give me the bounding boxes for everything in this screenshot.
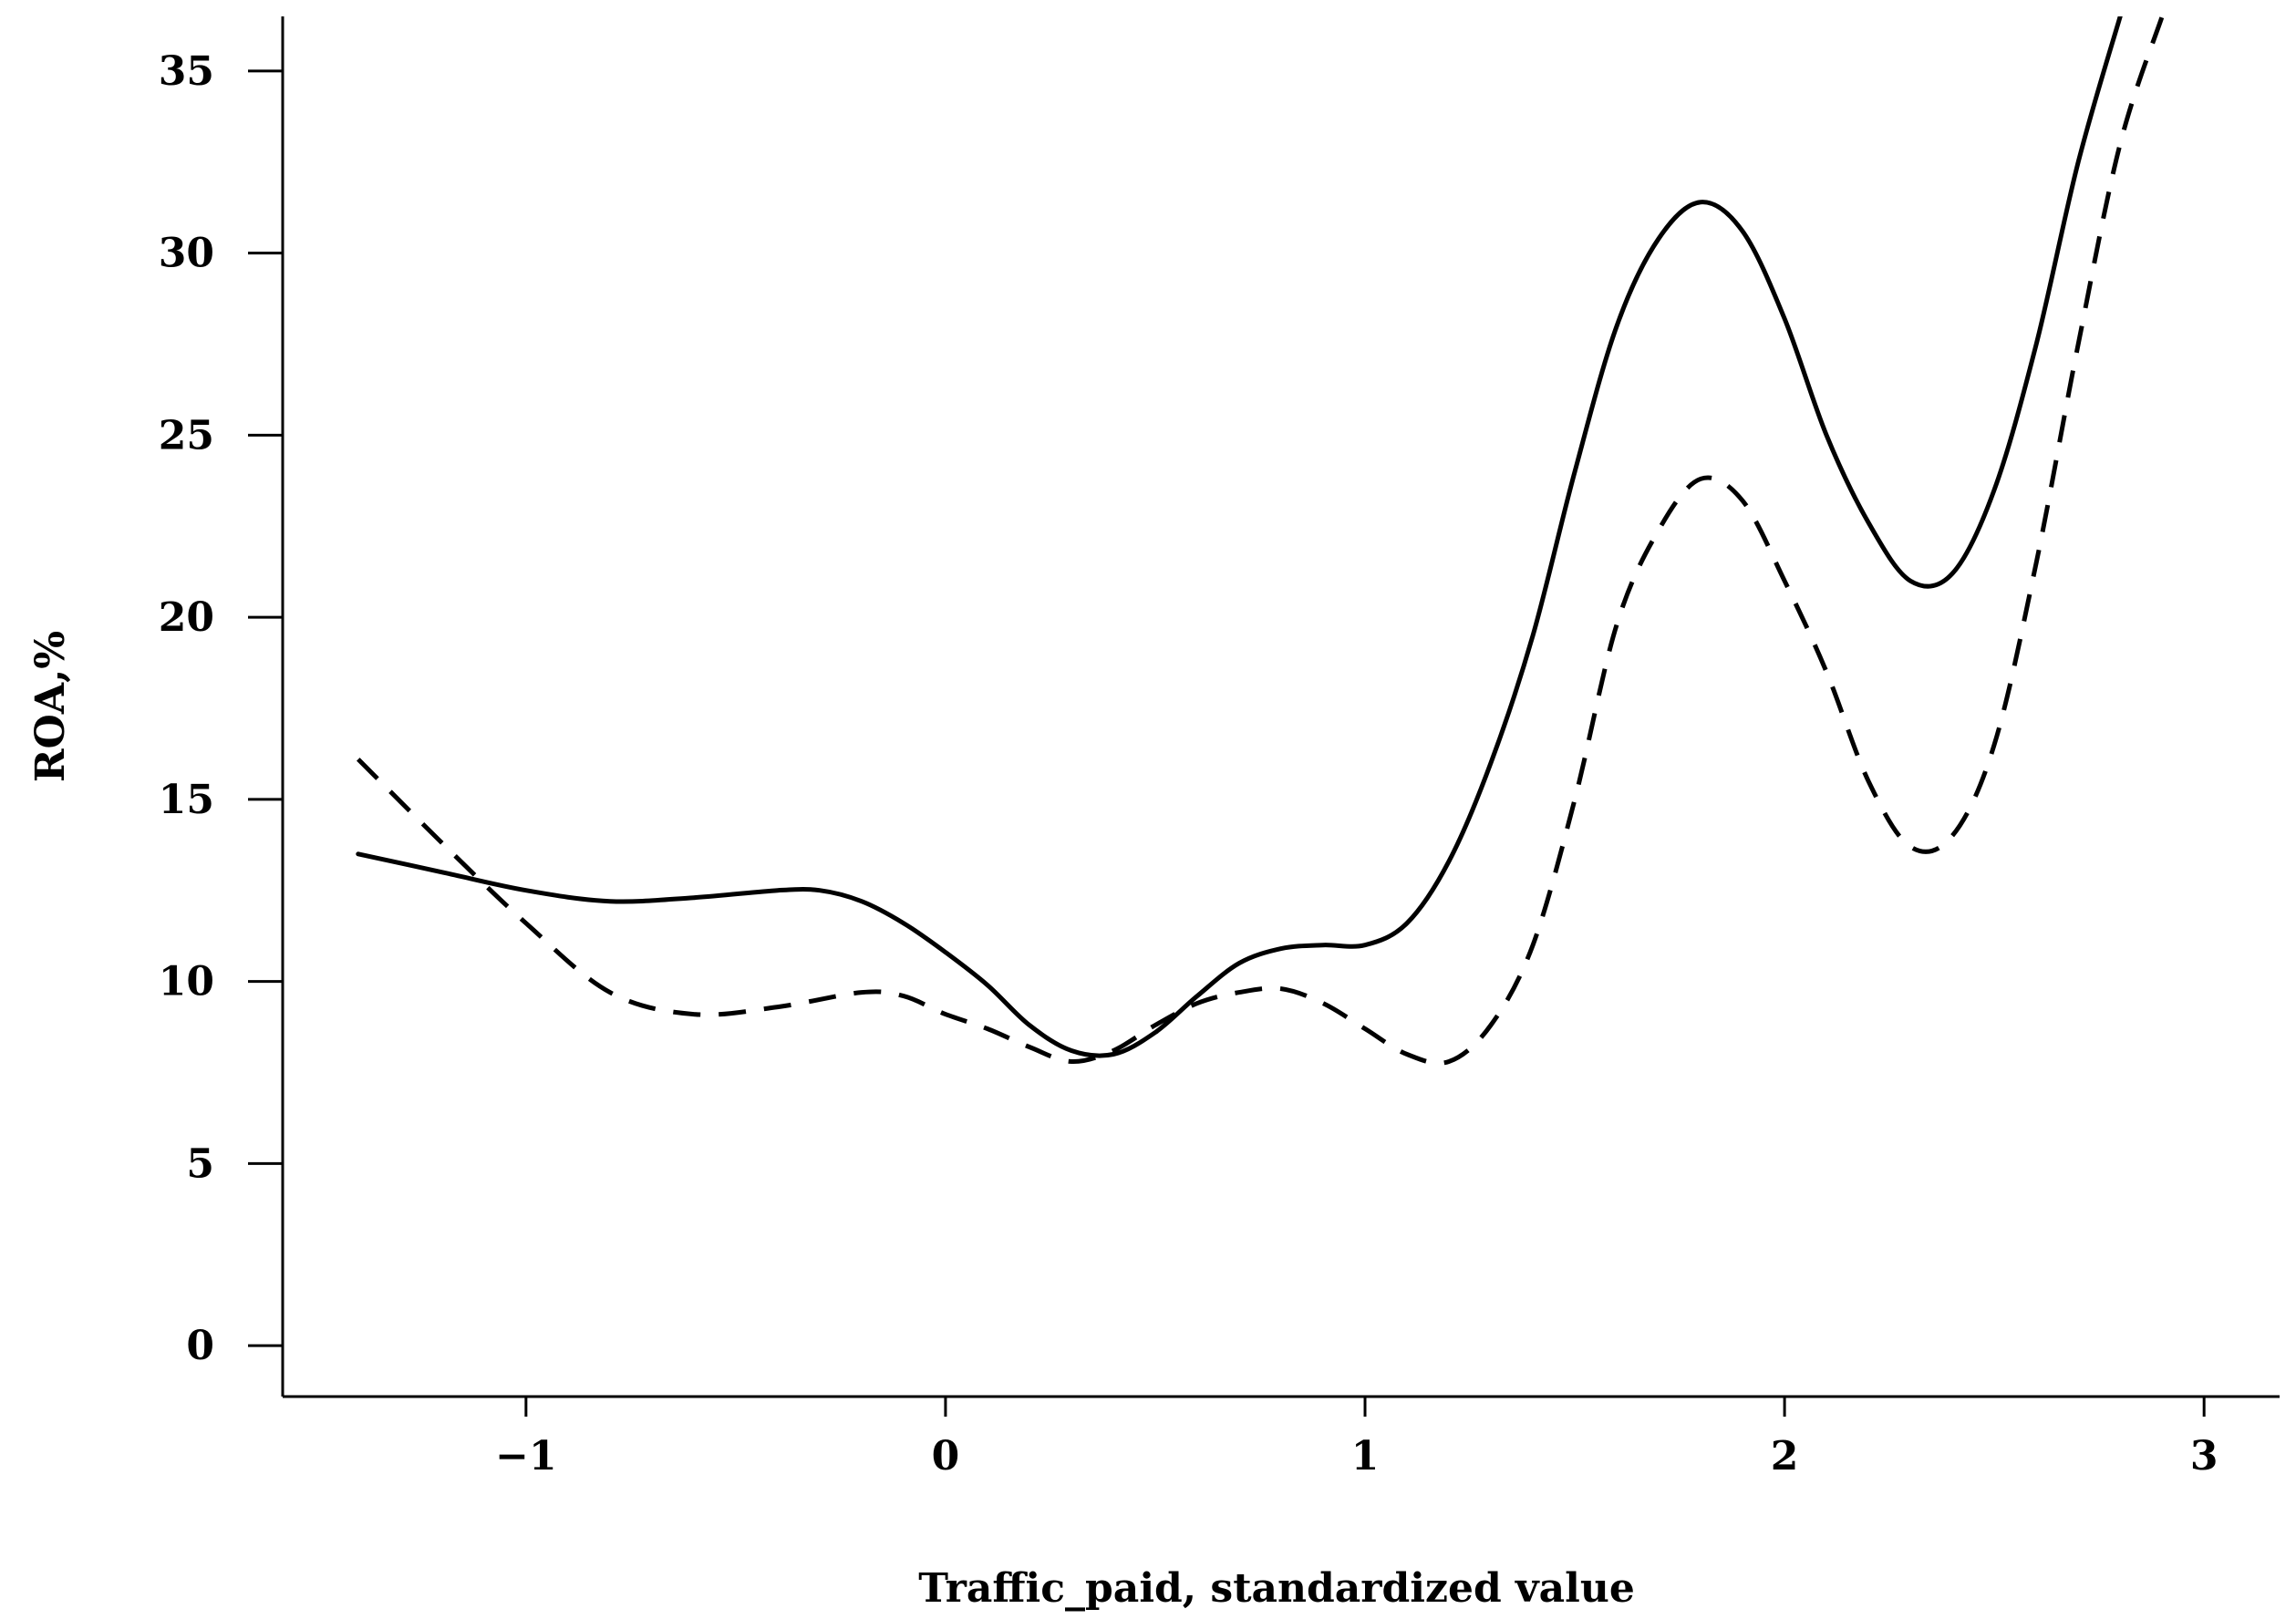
x-tick-label: 0 xyxy=(932,1433,960,1480)
y-tick-label: 0 xyxy=(186,1323,214,1369)
y-tick-label: 15 xyxy=(159,777,214,823)
y-tick-label: 30 xyxy=(159,231,214,277)
y-ticks: 0 5 10 15 20 25 30 35 xyxy=(159,48,283,1369)
y-tick-label: 20 xyxy=(159,594,214,641)
x-axis-title: Traffic_paid, standardized value xyxy=(918,1565,1635,1612)
x-tick-label: 2 xyxy=(1771,1433,1799,1480)
y-tick-label: 35 xyxy=(159,48,214,95)
series-layer xyxy=(356,16,2165,1066)
x-tick-label: 1 xyxy=(1351,1433,1380,1480)
series-line-solid xyxy=(356,16,2123,1058)
axes xyxy=(281,16,2280,1398)
x-tick-label: 3 xyxy=(2190,1433,2218,1480)
y-axis-title: ROA,% xyxy=(27,631,74,782)
x-tick-label: −1 xyxy=(495,1433,556,1480)
x-ticks: −1 0 1 2 3 xyxy=(495,1397,2218,1480)
series-line-dashed xyxy=(357,16,2165,1066)
y-tick-label: 5 xyxy=(186,1140,214,1187)
y-tick-label: 10 xyxy=(159,959,214,1005)
y-tick-label: 25 xyxy=(159,412,214,459)
